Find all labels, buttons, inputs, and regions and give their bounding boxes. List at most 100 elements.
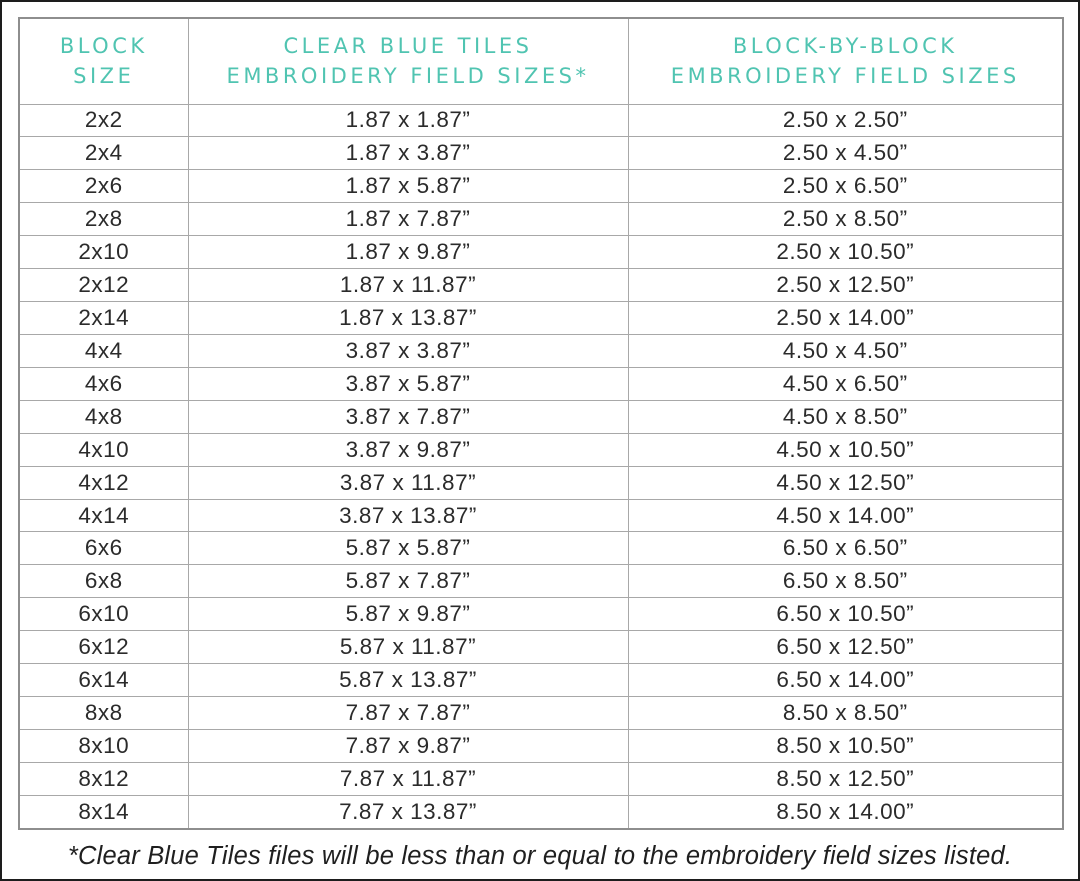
table-row: 4x12 3.87 x 11.87” 4.50 x 12.50”	[18, 465, 1064, 500]
table-row: 2x8 1.87 x 7.87” 2.50 x 8.50”	[18, 202, 1064, 237]
col-header-line: BLOCK	[59, 33, 148, 58]
block-size-cell: 8x8	[18, 696, 189, 731]
clear-blue-size-cell: 7.87 x 13.87”	[187, 794, 629, 830]
table-row: 8x12 7.87 x 11.87” 8.50 x 12.50”	[18, 761, 1064, 796]
block-by-block-size-cell: 4.50 x 10.50”	[627, 432, 1064, 467]
block-by-block-size-cell: 2.50 x 14.00”	[627, 301, 1064, 335]
block-by-block-size-cell: 4.50 x 6.50”	[627, 366, 1064, 401]
block-size-cell: 2x10	[18, 235, 189, 270]
clear-blue-size-cell: 1.87 x 13.87”	[187, 301, 629, 335]
block-by-block-size-cell: 2.50 x 6.50”	[627, 169, 1064, 204]
block-size-cell: 4x10	[18, 432, 189, 467]
block-by-block-size-cell: 2.50 x 8.50”	[627, 202, 1064, 237]
block-by-block-size-cell: 2.50 x 10.50”	[627, 235, 1064, 270]
block-by-block-size-cell: 4.50 x 8.50”	[627, 399, 1064, 434]
block-by-block-size-cell: 8.50 x 12.50”	[627, 761, 1064, 796]
col-header-block-by-block: BLOCK-BY-BLOCK EMBROIDERY FIELD SIZES	[627, 17, 1064, 105]
clear-blue-size-cell: 1.87 x 11.87”	[187, 268, 629, 303]
clear-blue-size-cell: 1.87 x 9.87”	[187, 235, 629, 270]
block-by-block-size-cell: 6.50 x 10.50”	[627, 597, 1064, 632]
clear-blue-size-cell: 3.87 x 5.87”	[187, 366, 629, 401]
table-row: 6x8 5.87 x 7.87” 6.50 x 8.50”	[18, 564, 1064, 599]
table-header-row: BLOCK SIZE CLEAR BLUE TILES EMBROIDERY F…	[18, 17, 1064, 105]
table-row: 6x10 5.87 x 9.87” 6.50 x 10.50”	[18, 597, 1064, 632]
block-by-block-size-cell: 6.50 x 14.00”	[627, 663, 1064, 698]
clear-blue-size-cell: 3.87 x 3.87”	[187, 333, 629, 368]
table-body: 2x2 1.87 x 1.87” 2.50 x 2.50” 2x4 1.87 x 3.8…	[18, 103, 1064, 830]
table-row: 2x12 1.87 x 11.87” 2.50 x 12.50”	[18, 268, 1064, 303]
table-row: 4x10 3.87 x 9.87” 4.50 x 10.50”	[18, 432, 1064, 467]
block-by-block-size-cell: 6.50 x 8.50”	[627, 564, 1064, 599]
block-size-cell: 8x10	[18, 729, 189, 763]
size-table: BLOCK SIZE CLEAR BLUE TILES EMBROIDERY F…	[18, 17, 1064, 830]
clear-blue-size-cell: 1.87 x 5.87”	[187, 169, 629, 204]
clear-blue-size-cell: 5.87 x 7.87”	[187, 564, 629, 599]
table-row: 2x10 1.87 x 9.87” 2.50 x 10.50”	[18, 235, 1064, 270]
block-size-cell: 6x6	[18, 531, 189, 566]
table-row: 2x6 1.87 x 5.87” 2.50 x 6.50”	[18, 169, 1064, 204]
col-header-line: CLEAR BLUE TILES	[283, 33, 533, 58]
table-row: 4x14 3.87 x 13.87” 4.50 x 14.00”	[18, 498, 1064, 533]
block-by-block-size-cell: 6.50 x 6.50”	[627, 531, 1064, 566]
clear-blue-size-cell: 1.87 x 7.87”	[187, 202, 629, 237]
clear-blue-size-cell: 3.87 x 11.87”	[187, 465, 629, 500]
table-row: 4x8 3.87 x 7.87” 4.50 x 8.50”	[18, 399, 1064, 434]
footnote: *Clear Blue Tiles files will be less tha…	[67, 842, 1013, 870]
clear-blue-size-cell: 5.87 x 5.87”	[187, 531, 629, 566]
col-header-line: EMBROIDERY FIELD SIZES	[670, 64, 1020, 89]
table-row: 8x8 7.87 x 7.87” 8.50 x 8.50”	[18, 696, 1064, 731]
block-size-cell: 2x14	[18, 301, 189, 335]
block-size-cell: 8x12	[18, 761, 189, 796]
block-size-cell: 4x4	[18, 333, 189, 368]
block-by-block-size-cell: 8.50 x 14.00”	[627, 794, 1064, 830]
table-row: 8x14 7.87 x 13.87” 8.50 x 14.00”	[18, 794, 1064, 830]
block-by-block-size-cell: 6.50 x 12.50”	[627, 630, 1064, 665]
block-size-cell: 2x4	[18, 136, 189, 171]
block-size-cell: 2x12	[18, 268, 189, 303]
clear-blue-size-cell: 7.87 x 9.87”	[187, 729, 629, 763]
table-row: 6x14 5.87 x 13.87” 6.50 x 14.00”	[18, 663, 1064, 698]
clear-blue-size-cell: 1.87 x 3.87”	[187, 136, 629, 171]
block-by-block-size-cell: 4.50 x 12.50”	[627, 465, 1064, 500]
block-by-block-size-cell: 4.50 x 4.50”	[627, 333, 1064, 368]
block-size-cell: 4x8	[18, 399, 189, 434]
block-size-cell: 4x6	[18, 366, 189, 401]
col-header-clear-blue-tiles: CLEAR BLUE TILES EMBROIDERY FIELD SIZES*	[187, 17, 629, 105]
block-by-block-size-cell: 2.50 x 2.50”	[627, 103, 1064, 138]
block-size-cell: 4x12	[18, 465, 189, 500]
clear-blue-size-cell: 3.87 x 9.87”	[187, 432, 629, 467]
block-size-cell: 4x14	[18, 498, 189, 533]
block-by-block-size-cell: 2.50 x 4.50”	[627, 136, 1064, 171]
clear-blue-size-cell: 7.87 x 11.87”	[187, 761, 629, 796]
block-size-cell: 6x14	[18, 663, 189, 698]
block-size-cell: 2x2	[18, 103, 189, 138]
block-size-cell: 6x10	[18, 597, 189, 632]
clear-blue-size-cell: 3.87 x 7.87”	[187, 399, 629, 434]
clear-blue-size-cell: 5.87 x 9.87”	[187, 597, 629, 632]
table-row: 2x2 1.87 x 1.87” 2.50 x 2.50”	[18, 103, 1064, 138]
block-by-block-size-cell: 8.50 x 8.50”	[627, 696, 1064, 731]
block-size-cell: 6x12	[18, 630, 189, 665]
col-header-line: EMBROIDERY FIELD SIZES*	[226, 64, 590, 89]
clear-blue-size-cell: 3.87 x 13.87”	[187, 498, 629, 533]
block-size-cell: 2x6	[18, 169, 189, 204]
block-size-cell: 6x8	[18, 564, 189, 599]
clear-blue-size-cell: 5.87 x 13.87”	[187, 663, 629, 698]
col-header-line: BLOCK-BY-BLOCK	[732, 33, 958, 58]
col-header-line: SIZE	[73, 64, 135, 89]
table-row: 4x4 3.87 x 3.87” 4.50 x 4.50”	[18, 333, 1064, 368]
clear-blue-size-cell: 7.87 x 7.87”	[187, 696, 629, 731]
clear-blue-size-cell: 1.87 x 1.87”	[187, 103, 629, 138]
block-by-block-size-cell: 4.50 x 14.00”	[627, 498, 1064, 533]
table-row: 2x14 1.87 x 13.87” 2.50 x 14.00”	[18, 301, 1064, 335]
block-by-block-size-cell: 8.50 x 10.50”	[627, 729, 1064, 763]
col-header-block-size: BLOCK SIZE	[18, 17, 189, 105]
block-size-cell: 2x8	[18, 202, 189, 237]
table-row: 2x4 1.87 x 3.87” 2.50 x 4.50”	[18, 136, 1064, 171]
clear-blue-size-cell: 5.87 x 11.87”	[187, 630, 629, 665]
block-by-block-size-cell: 2.50 x 12.50”	[627, 268, 1064, 303]
table-row: 8x10 7.87 x 9.87” 8.50 x 10.50”	[18, 729, 1064, 763]
block-size-cell: 8x14	[18, 794, 189, 830]
table-row: 4x6 3.87 x 5.87” 4.50 x 6.50”	[18, 366, 1064, 401]
